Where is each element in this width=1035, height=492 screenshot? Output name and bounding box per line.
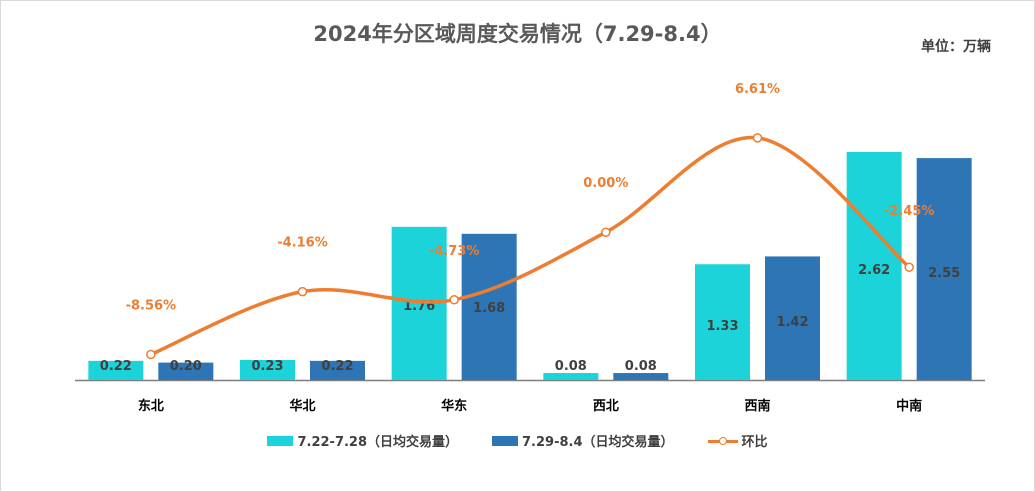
bar-label-s2-1: 0.22: [321, 359, 353, 374]
category-label-0: 东北: [138, 398, 164, 414]
bar-label-s2-2: 1.68: [473, 301, 505, 316]
bar-label-s2-5: 2.55: [928, 266, 960, 281]
bar-s1-5: [846, 152, 902, 380]
line-series-huanbi: [149, 135, 911, 357]
line-label-2: -4.73%: [429, 244, 480, 259]
bar-s1-3: [543, 373, 599, 380]
line-label-0: -8.56%: [126, 298, 177, 313]
line-label-5: -2.45%: [884, 204, 935, 219]
legend-swatch-series1: [267, 435, 294, 446]
category-label-5: 中南: [896, 398, 922, 414]
line-point-4: [752, 133, 763, 143]
line-label-1: -4.16%: [277, 236, 328, 251]
line-label-3: 0.00%: [583, 176, 628, 191]
bar-s1-4: [695, 264, 750, 380]
bar-s2-2: [461, 233, 517, 380]
legend-swatch-line: [707, 435, 738, 447]
line-label-4: 6.61%: [735, 82, 780, 97]
legend-label-series1: 7.22-7.28（日均交易量）: [297, 435, 459, 450]
chart-title: 2024年分区域周度交易情况（7.29-8.4）: [313, 22, 722, 46]
legend-label-line: 环比: [741, 435, 768, 450]
bar-label-s1-0: 0.22: [100, 359, 132, 374]
category-label-2: 华东: [441, 398, 467, 414]
bar-s2-4: [765, 256, 820, 380]
bar-label-s2-4: 1.42: [776, 315, 808, 330]
category-label-3: 西北: [593, 399, 619, 414]
line-point-5: [904, 262, 914, 272]
legend-item-series1[interactable]: 7.22-7.28（日均交易量）: [267, 431, 458, 450]
bar-label-s2-3: 0.08: [625, 359, 657, 374]
legend-item-series2[interactable]: 7.29-8.4（日均交易量）: [492, 431, 674, 450]
bar-s2-3: [613, 373, 669, 380]
legend-item-line[interactable]: 环比: [707, 431, 768, 450]
bar-s2-5: [916, 158, 972, 380]
category-label-4: 西南: [744, 398, 770, 414]
bar-s1-1: [240, 359, 295, 380]
line-point-1: [297, 286, 308, 297]
bar-label-s1-4: 1.33: [706, 319, 738, 334]
legend-swatch-series2: [492, 435, 519, 446]
bar-s2-0: [158, 362, 214, 380]
bar-s2-1: [310, 360, 365, 380]
bar-label-s2-0: 0.20: [170, 359, 202, 374]
category-label-1: 华北: [289, 398, 315, 414]
line-point-0: [146, 349, 156, 360]
bar-label-s1-1: 0.23: [251, 359, 283, 374]
bar-label-s1-5: 2.62: [858, 263, 890, 278]
legend-label-series2: 7.29-8.4（日均交易量）: [522, 435, 674, 450]
legend: 7.22-7.28（日均交易量） 7.29-8.4（日均交易量） 环比: [0, 431, 1035, 450]
bar-s1-0: [88, 360, 144, 380]
line-point-3: [601, 227, 611, 237]
unit-label: 单位：万辆: [921, 39, 991, 55]
bar-label-s1-3: 0.08: [555, 359, 587, 374]
line-point-2: [449, 295, 459, 305]
